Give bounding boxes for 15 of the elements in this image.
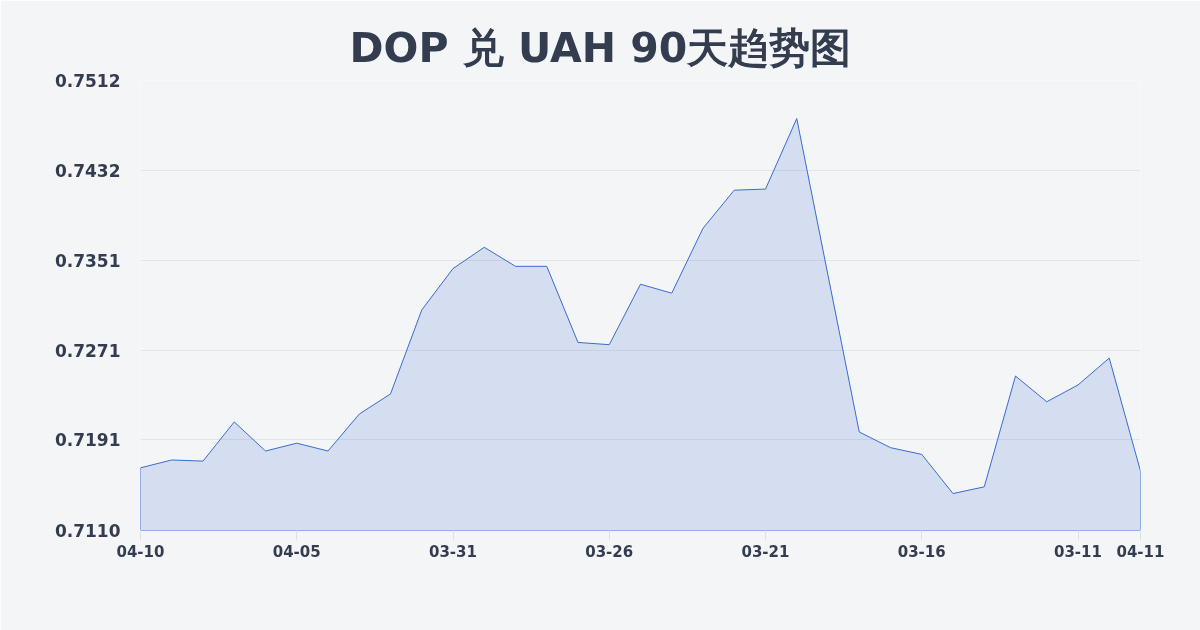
x-tick-label: 04-10 [116, 542, 165, 561]
y-tick-label: 0.7110 [54, 521, 121, 541]
chart-title: DOP 兑 UAH 90天趋势图 [349, 23, 852, 72]
x-tick-label: 04-11 [1116, 542, 1165, 561]
y-tick-label: 0.7432 [54, 160, 121, 181]
x-tick-label: 03-16 [897, 542, 946, 561]
x-tick-label: 03-11 [1054, 542, 1102, 561]
x-tick-label: 03-31 [429, 542, 477, 561]
x-tick-label: 03-26 [585, 542, 634, 561]
x-tick-label: 04-05 [272, 542, 321, 561]
y-tick-label: 0.7351 [54, 251, 121, 272]
y-tick-label: 0.7512 [54, 71, 121, 91]
y-tick-label: 0.7271 [54, 340, 121, 361]
x-tick-label: 03-21 [741, 542, 790, 561]
y-tick-label: 0.7191 [54, 430, 121, 451]
